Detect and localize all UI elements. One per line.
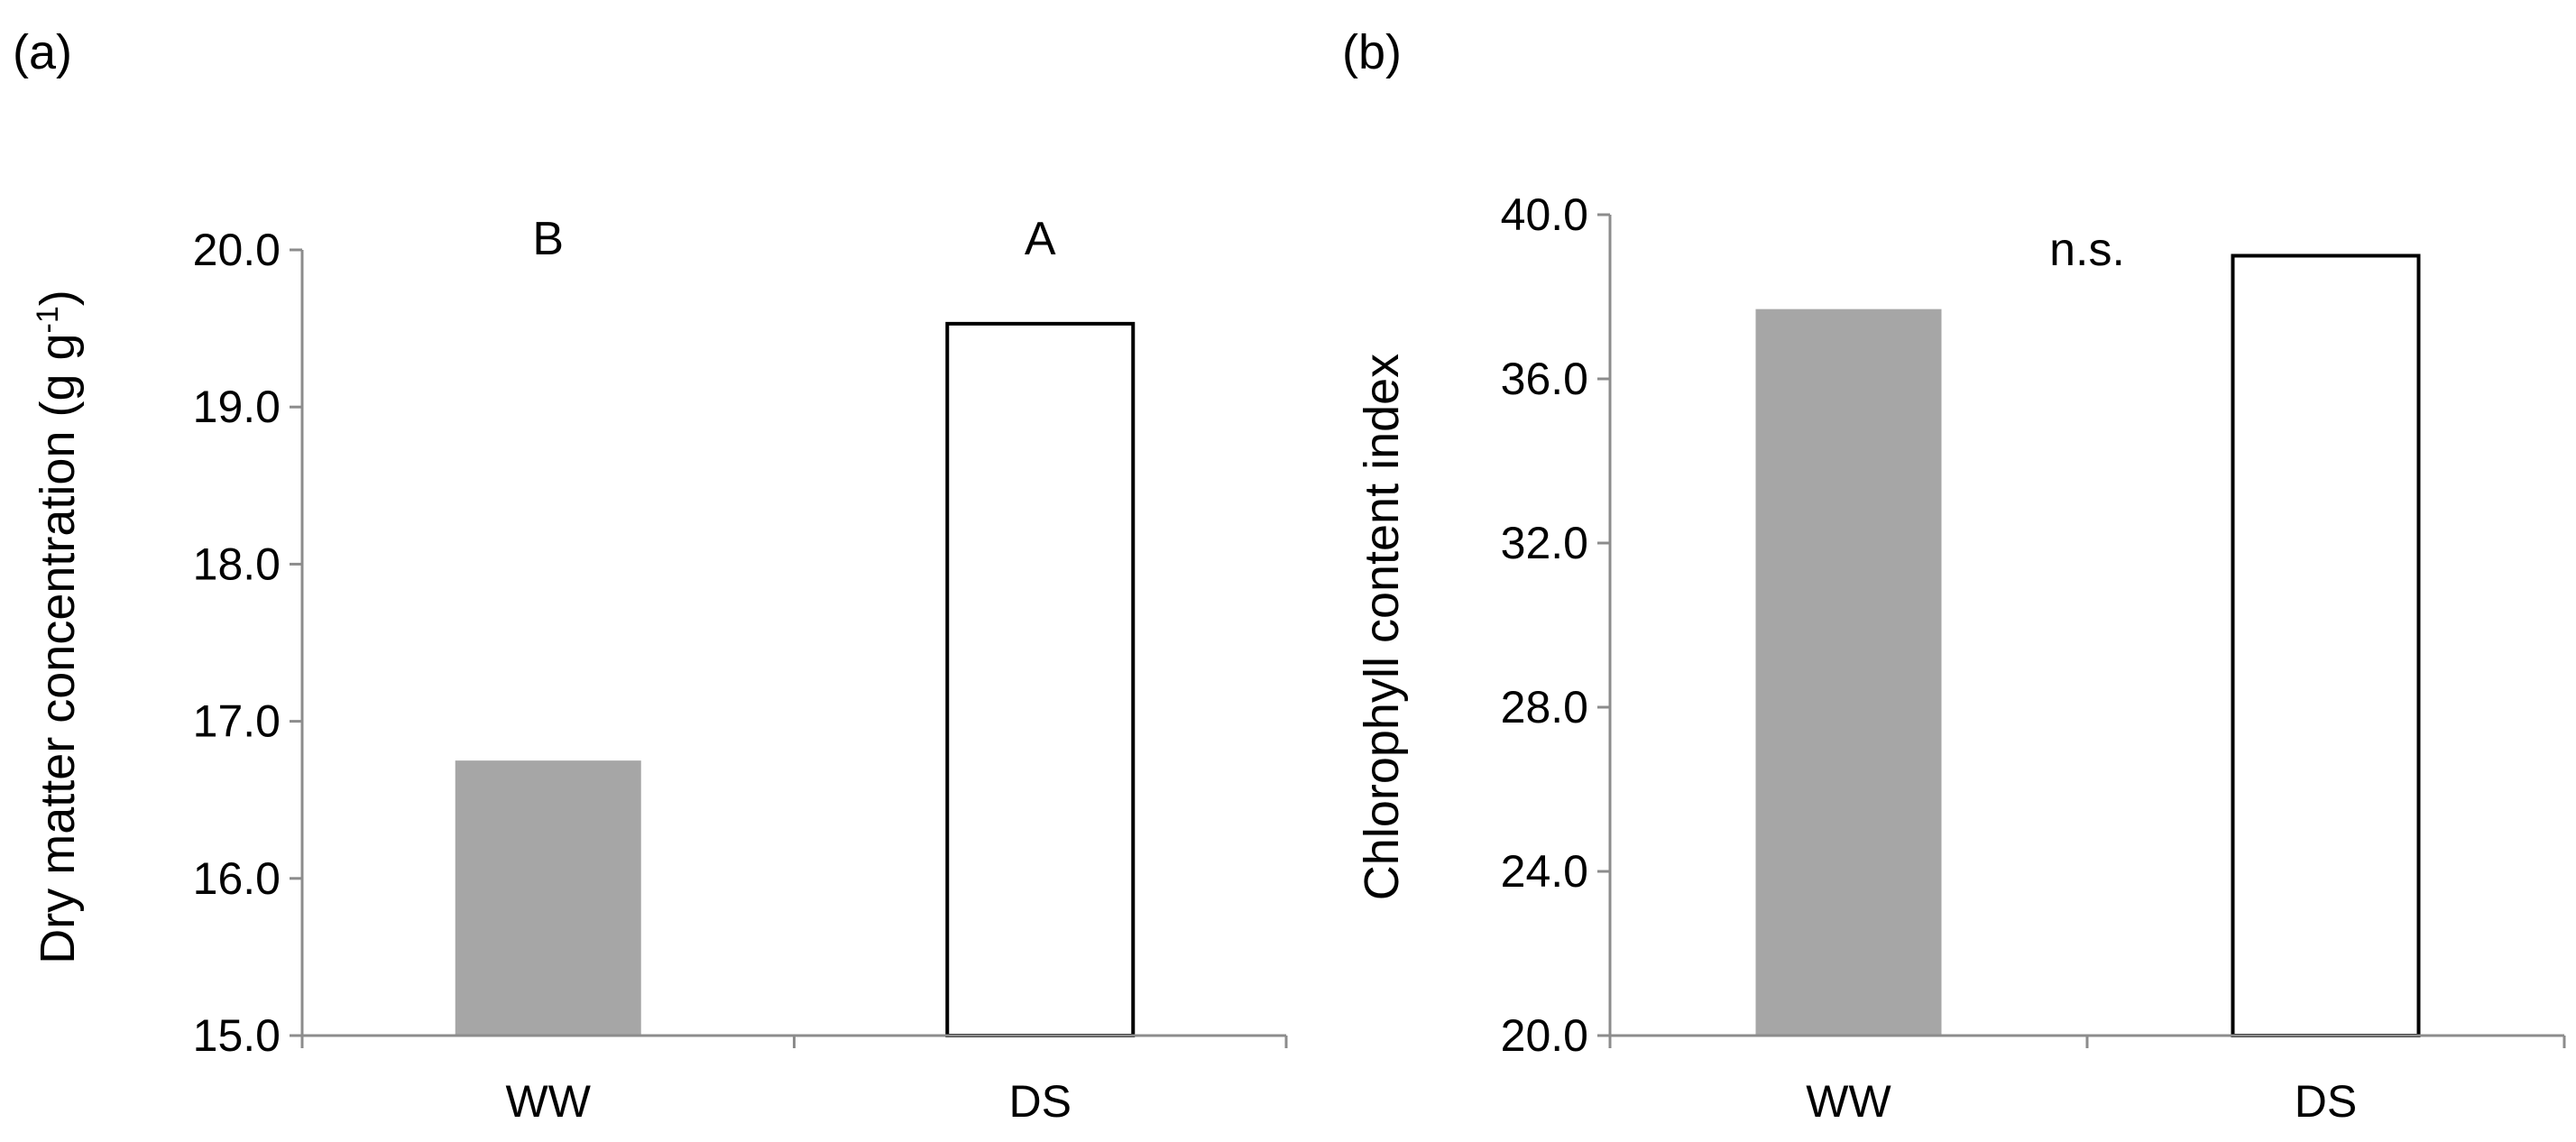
bar-ww [1755, 309, 1942, 1036]
y-axis-label-b: Chlorophyll content index [1355, 354, 1409, 900]
x-category-label: DS [2295, 1076, 2357, 1127]
y-tick-label: 18.0 [193, 539, 281, 589]
chart-panel-b: (b) Chlorophyll content index 20.0 24.0 28… [1342, 25, 2566, 1127]
y-tick-label: 40.0 [1501, 189, 1588, 240]
y-tick-label: 20.0 [193, 225, 281, 275]
x-category-label: WW [1806, 1076, 1891, 1127]
panel-label-a: (a) [13, 25, 72, 79]
significance-letter: A [1025, 213, 1056, 265]
y-tick-label: 32.0 [1501, 518, 1588, 568]
bar-ds [945, 321, 1136, 1037]
y-tick-label: 17.0 [193, 696, 281, 747]
bars-b [1755, 253, 2421, 1037]
x-category-label: DS [1009, 1076, 1072, 1127]
significance-note: n.s. [2049, 224, 2125, 276]
bars-a [455, 321, 1136, 1037]
bar-ww [455, 760, 641, 1036]
y-tick-label: 15.0 [193, 1010, 281, 1061]
axes-b: 20.0 24.0 28.0 32.0 36.0 40.0 WW DS n.s. [1501, 189, 2566, 1127]
y-tick-label: 28.0 [1501, 682, 1588, 732]
y-tick-label: 24.0 [1501, 846, 1588, 897]
bar-ds [2231, 253, 2421, 1037]
y-axis-label-a: Dry matter concentration (g g-1) [31, 290, 85, 964]
y-tick-label: 16.0 [193, 853, 281, 904]
significance-letter: B [532, 213, 564, 265]
axes-a: 15.0 16.0 17.0 18.0 19.0 20.0 WW B DS A [193, 213, 1288, 1127]
panel-label-b: (b) [1342, 25, 1402, 79]
chart-panel-a: (a) Dry matter concentration (g g-1) 15.… [13, 25, 1288, 1127]
x-category-label: WW [506, 1076, 592, 1127]
y-tick-label: 20.0 [1501, 1010, 1588, 1061]
y-tick-label: 19.0 [193, 382, 281, 432]
y-tick-label: 36.0 [1501, 354, 1588, 404]
